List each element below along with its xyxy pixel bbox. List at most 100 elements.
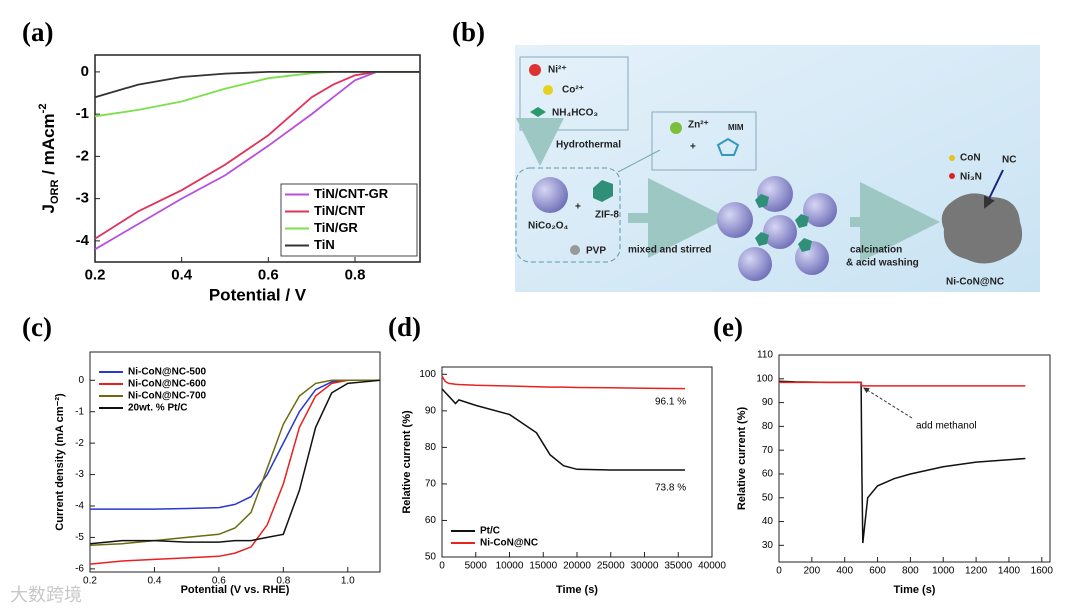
x-tick-label: 1.0 xyxy=(341,576,355,587)
y-tick-label: -3 xyxy=(76,190,89,207)
pvp-icon xyxy=(570,245,580,255)
surfactant: PVP xyxy=(586,246,606,257)
series-line xyxy=(94,71,420,118)
y-tick-label: 70 xyxy=(425,479,437,490)
zn-icon xyxy=(670,122,682,134)
x-tick-label: 0.8 xyxy=(276,576,290,587)
precursor-box xyxy=(515,167,621,263)
x-tick-label: 1000 xyxy=(932,566,955,577)
y-tick-label: 70 xyxy=(762,445,774,456)
annotation: add methanol xyxy=(916,421,977,432)
legend-label: TiN/CNT-GR xyxy=(314,186,389,201)
x-tick-label: 0 xyxy=(439,561,445,572)
legend-label: Ni-CoN@NC-700 xyxy=(128,391,207,402)
ni-icon xyxy=(529,64,541,76)
panel-label: (a) xyxy=(22,17,53,47)
x-axis-label: Time (s) xyxy=(556,584,598,596)
y-tick-label: 50 xyxy=(425,552,437,563)
x-tick-label: 0.4 xyxy=(171,266,193,283)
y-tick-label: 0 xyxy=(81,63,89,80)
annotation-arrow xyxy=(863,387,913,419)
x-tick-label: 25000 xyxy=(597,561,625,572)
y-tick-label: 50 xyxy=(762,492,774,503)
additive-box xyxy=(651,111,757,171)
product: Ni-CoN@NC xyxy=(946,277,1004,288)
plot-frame xyxy=(89,351,381,573)
y-tick-label: 90 xyxy=(425,405,437,416)
series-line xyxy=(441,375,686,390)
series-line xyxy=(89,379,380,565)
y-tick-label: 30 xyxy=(762,540,774,551)
panel-b: (b) Ni²⁺ Co²⁺ NH₄HCO₃ Hydrothermal Zn²⁺ … xyxy=(452,17,1040,292)
legend-label: Ni-CoN@NC-600 xyxy=(128,379,207,390)
series-line xyxy=(89,379,380,547)
y-tick-label: 0 xyxy=(78,375,84,386)
y-tick-label: -4 xyxy=(76,232,90,249)
legend-box xyxy=(280,183,418,257)
y-axis-label: Current density (mA cm⁻²) xyxy=(54,393,66,531)
legend-label: TiN/GR xyxy=(314,220,358,235)
x-tick-label: 0.4 xyxy=(147,576,161,587)
y-tick-label: 60 xyxy=(425,515,437,526)
x-tick-label: 15000 xyxy=(529,561,557,572)
zif-icon xyxy=(593,180,613,202)
connector xyxy=(617,149,661,173)
y-tick-label: 100 xyxy=(756,373,773,384)
y-axis-label: Relative current (%) xyxy=(401,410,413,514)
component: Ni₃N xyxy=(960,172,982,183)
series-line xyxy=(89,379,381,545)
nh4-icon xyxy=(530,107,546,117)
mim-icon xyxy=(716,137,740,156)
step: calcination xyxy=(850,245,902,256)
y-axis-label-part: -2 xyxy=(37,104,49,114)
chart-panel: (e) 0 200 400 600 800 1000 1200 1400 1600 30 40 50 60… xyxy=(713,312,1053,596)
chart-panel: (a) 0.2 0.4 0.6 0.8 0 -1 -2 -3 -4 Potential / V JOR… xyxy=(22,17,421,304)
additive: Zn²⁺ xyxy=(688,120,709,131)
step: mixed and stirred xyxy=(628,245,711,256)
x-tick-label: 1200 xyxy=(965,566,988,577)
step: & acid washing xyxy=(846,258,919,269)
annotation: 96.1 % xyxy=(655,397,686,408)
x-tick-label: 0.2 xyxy=(83,576,97,587)
y-tick-label: -4 xyxy=(75,501,84,512)
x-tick-label: 0.2 xyxy=(85,266,106,283)
x-tick-label: 0.8 xyxy=(345,266,366,283)
annotation: 73.8 % xyxy=(655,483,686,494)
legend-label: Ni-CoN@NC-500 xyxy=(128,367,207,378)
sphere xyxy=(532,177,568,213)
additive: MIM xyxy=(728,123,744,132)
y-tick-label: -3 xyxy=(75,469,84,480)
y-tick-label: 90 xyxy=(762,397,774,408)
panel-label: (e) xyxy=(713,312,743,342)
reagent: Co²⁺ xyxy=(562,85,584,96)
legend-label: 20wt. % Pt/C xyxy=(128,403,187,414)
y-tick-label: -2 xyxy=(75,438,84,449)
plot-frame xyxy=(94,54,421,263)
component: NC xyxy=(1002,155,1016,166)
x-tick-label: 1600 xyxy=(1031,566,1054,577)
series-line xyxy=(441,388,685,471)
step: Hydrothermal xyxy=(556,140,621,151)
x-tick-label: 0 xyxy=(776,566,782,577)
y-tick-label: 80 xyxy=(425,442,437,453)
reagent: Ni²⁺ xyxy=(548,65,567,76)
x-axis-label: Potential / V xyxy=(209,285,307,304)
y-tick-label: -2 xyxy=(76,147,89,164)
x-tick-label: 400 xyxy=(836,566,853,577)
x-tick-label: 5000 xyxy=(465,561,488,572)
legend-label: Ni-CoN@NC xyxy=(480,538,538,549)
y-axis-label-part: / mAcm xyxy=(39,113,58,179)
x-tick-label: 35000 xyxy=(664,561,692,572)
chart-panel: (d) 0 5000 10000 15000 20000 25000 30000 35000 40… xyxy=(388,312,726,596)
con-icon xyxy=(949,155,955,161)
x-tick-label: 1400 xyxy=(998,566,1021,577)
y-axis-label-part: ORR xyxy=(49,179,61,204)
x-tick-label: 600 xyxy=(869,566,886,577)
series-line xyxy=(778,380,1026,544)
template: ZIF-8 xyxy=(595,210,619,221)
panel-label: (c) xyxy=(22,312,52,342)
series-line xyxy=(779,381,1026,387)
plus: + xyxy=(690,142,696,153)
legend-label: Pt/C xyxy=(480,526,500,537)
